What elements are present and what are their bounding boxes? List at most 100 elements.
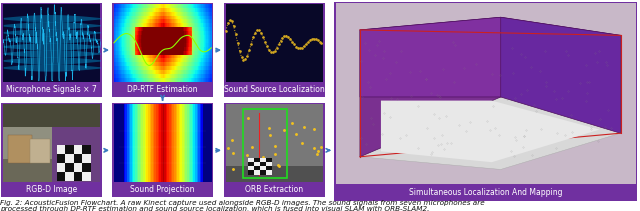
Bar (195, 47, 197, 51)
Bar (186, 51, 188, 55)
Bar (127, 78, 129, 82)
Bar (189, 55, 191, 58)
Bar (170, 43, 172, 47)
Bar (171, 4, 173, 8)
Bar (192, 51, 193, 55)
Bar (141, 4, 143, 8)
Bar (164, 47, 166, 51)
Bar (194, 66, 196, 70)
Bar (138, 78, 140, 82)
Bar (122, 12, 124, 16)
Bar (148, 58, 150, 62)
Bar (205, 104, 207, 182)
Bar (198, 39, 200, 43)
Bar (142, 31, 144, 35)
Bar (148, 70, 150, 74)
Bar (199, 39, 201, 43)
Bar (184, 55, 186, 58)
Point (274, 165, 284, 168)
Bar (187, 78, 189, 82)
Bar (192, 58, 193, 62)
Bar (173, 74, 175, 78)
Bar (141, 78, 143, 82)
Bar (156, 12, 157, 16)
Bar (152, 31, 154, 35)
Bar (160, 78, 162, 82)
Bar (207, 23, 209, 27)
Bar (126, 55, 128, 58)
Bar (133, 39, 135, 43)
Bar (164, 4, 166, 8)
Bar (207, 66, 209, 70)
Bar (184, 78, 186, 82)
Bar (130, 35, 132, 39)
Bar (180, 62, 182, 66)
Bar (207, 35, 209, 39)
Bar (156, 47, 158, 51)
Bar (184, 19, 186, 23)
Point (260, 40, 270, 43)
Bar (188, 47, 190, 51)
Bar (149, 39, 151, 43)
Bar (52, 104, 100, 182)
Point (316, 145, 326, 149)
Bar (175, 8, 177, 12)
Polygon shape (360, 17, 500, 157)
Bar (204, 31, 206, 35)
Bar (140, 35, 141, 39)
Point (312, 152, 322, 155)
Bar (129, 12, 131, 16)
Bar (156, 70, 158, 74)
Bar (180, 58, 182, 62)
Bar (198, 4, 200, 8)
Bar (166, 70, 168, 74)
Bar (160, 19, 162, 23)
Bar (126, 16, 128, 19)
Bar (121, 23, 123, 27)
Bar (161, 70, 163, 74)
Bar (188, 31, 190, 35)
Bar (145, 47, 147, 51)
Bar (187, 43, 189, 47)
Bar (124, 66, 125, 70)
Bar (170, 16, 172, 19)
Bar (183, 35, 185, 39)
Bar (145, 31, 147, 35)
Bar (180, 55, 182, 58)
Bar (130, 19, 132, 23)
Bar (122, 39, 124, 43)
Bar (183, 16, 185, 19)
Bar (161, 12, 163, 16)
Bar (143, 74, 145, 78)
Bar (199, 27, 201, 31)
Bar (180, 19, 182, 23)
Bar (130, 78, 132, 82)
Bar (174, 104, 176, 182)
Bar (199, 16, 201, 19)
Bar (133, 70, 135, 74)
Bar (166, 62, 168, 66)
Bar (198, 27, 200, 31)
Point (314, 40, 324, 43)
Bar (147, 78, 148, 82)
Point (249, 158, 259, 162)
Bar (191, 35, 193, 39)
Bar (150, 58, 152, 62)
Bar (202, 43, 204, 47)
Bar (130, 31, 132, 35)
Bar (203, 35, 205, 39)
Bar (125, 8, 127, 12)
Bar (180, 66, 182, 70)
Bar (177, 16, 179, 19)
Bar (207, 58, 209, 62)
Bar (191, 12, 193, 16)
Bar (126, 78, 128, 82)
Bar (195, 39, 197, 43)
Bar (205, 47, 207, 51)
Bar (160, 27, 162, 31)
Bar (195, 66, 197, 70)
Bar (189, 23, 191, 27)
Bar (150, 16, 152, 19)
Bar (136, 70, 138, 74)
Bar (149, 70, 151, 74)
